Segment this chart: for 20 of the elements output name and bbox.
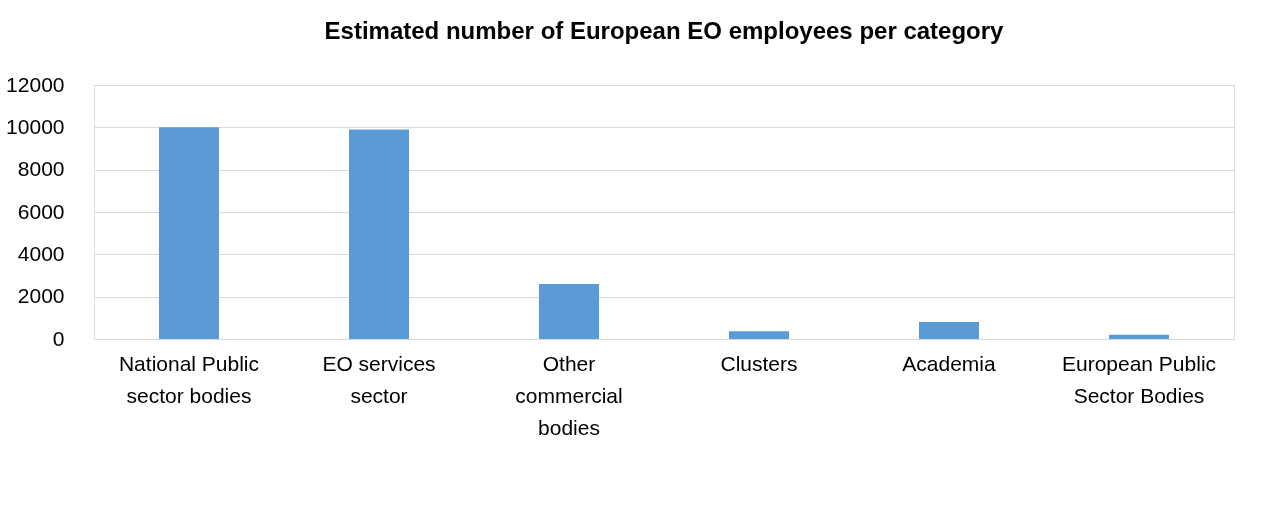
x-tick-label: European Public Sector Bodies [1061, 351, 1217, 407]
y-tick-label: 4000 [17, 241, 65, 265]
x-tick-label: Other commercial bodies [515, 351, 623, 439]
x-tick-label: National Public sector bodies [118, 351, 260, 407]
bar [159, 127, 219, 339]
y-tick-label: 2000 [17, 284, 65, 308]
x-tick-label: Academia [902, 351, 997, 375]
y-tick-label: 12000 [6, 72, 65, 96]
y-tick-label: 0 [52, 326, 65, 350]
bar [1109, 334, 1169, 339]
x-tick-label: EO services sector [322, 351, 436, 407]
bar [539, 283, 599, 339]
bar [919, 322, 979, 339]
bar [729, 331, 789, 339]
chart-title: Estimated number of European EO employees per category [324, 17, 1005, 44]
x-tick-label: Clusters [720, 351, 798, 375]
y-tick-label: 8000 [17, 157, 65, 181]
y-tick-label: 10000 [6, 114, 65, 138]
bar [349, 129, 409, 339]
y-tick-label: 6000 [17, 199, 65, 223]
